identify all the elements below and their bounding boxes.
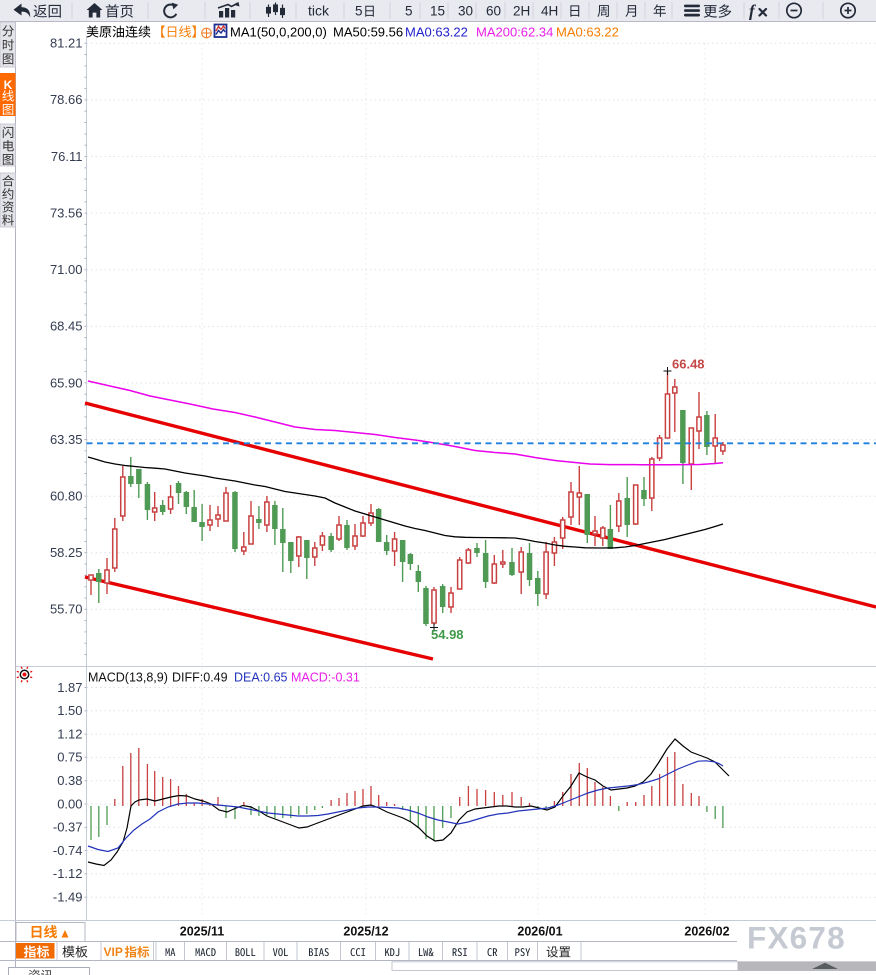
- svg-text:tick: tick: [308, 3, 330, 19]
- svg-text:55.70: 55.70: [50, 602, 83, 617]
- svg-text:81.21: 81.21: [50, 36, 83, 51]
- svg-text:73.56: 73.56: [50, 205, 83, 220]
- svg-text:65.90: 65.90: [50, 375, 83, 390]
- svg-text:2026/01: 2026/01: [517, 925, 562, 939]
- svg-text:71.00: 71.00: [50, 262, 83, 277]
- svg-text:MACD(13,8,9): MACD(13,8,9): [88, 671, 168, 685]
- svg-text:60: 60: [486, 4, 501, 19]
- svg-text:54.98: 54.98: [431, 627, 464, 642]
- svg-text:2025/12: 2025/12: [343, 925, 388, 939]
- svg-text:5: 5: [405, 4, 413, 19]
- svg-text:-1.12: -1.12: [53, 866, 83, 881]
- svg-text:MA50:59.56: MA50:59.56: [333, 25, 403, 40]
- svg-text:78.66: 78.66: [50, 92, 83, 107]
- svg-text:5: 5: [355, 4, 363, 19]
- svg-text:66.48: 66.48: [672, 357, 705, 372]
- svg-text:0.00: 0.00: [57, 796, 82, 811]
- svg-text:MACD:-0.31: MACD:-0.31: [291, 671, 360, 685]
- svg-text:MA200:62.34: MA200:62.34: [476, 25, 553, 40]
- svg-text:-0.37: -0.37: [53, 820, 83, 835]
- svg-text:0.75: 0.75: [57, 750, 82, 765]
- svg-text:f: f: [749, 2, 757, 21]
- svg-text:-1.49: -1.49: [53, 890, 83, 905]
- svg-text:68.45: 68.45: [50, 319, 83, 334]
- svg-text:DIFF:0.49: DIFF:0.49: [172, 671, 228, 685]
- svg-text:1.87: 1.87: [57, 680, 82, 695]
- svg-text:2H: 2H: [513, 4, 530, 19]
- svg-text:58.25: 58.25: [50, 545, 83, 560]
- svg-text:1.12: 1.12: [57, 726, 82, 741]
- svg-text:-0.74: -0.74: [53, 843, 83, 858]
- svg-text:VIP: VIP: [104, 945, 123, 959]
- svg-text:1.50: 1.50: [57, 703, 82, 718]
- svg-text:63.35: 63.35: [50, 432, 83, 447]
- svg-text:60.80: 60.80: [50, 488, 83, 503]
- svg-text:15: 15: [430, 4, 445, 19]
- svg-text:0.38: 0.38: [57, 773, 82, 788]
- svg-text:76.11: 76.11: [51, 149, 83, 164]
- svg-text:2026/02: 2026/02: [684, 925, 729, 939]
- svg-text:30: 30: [458, 4, 473, 19]
- svg-text:2025/11: 2025/11: [180, 925, 225, 939]
- svg-text:FX678: FX678: [747, 920, 846, 956]
- svg-text:DEA:0.65: DEA:0.65: [234, 671, 288, 685]
- svg-text:4H: 4H: [541, 4, 558, 19]
- svg-text:MA1(50,0,200,0): MA1(50,0,200,0): [230, 25, 327, 40]
- svg-text:MA0:63.22: MA0:63.22: [556, 25, 619, 40]
- svg-text:MA0:63.22: MA0:63.22: [405, 25, 468, 40]
- svg-text:K: K: [4, 78, 13, 92]
